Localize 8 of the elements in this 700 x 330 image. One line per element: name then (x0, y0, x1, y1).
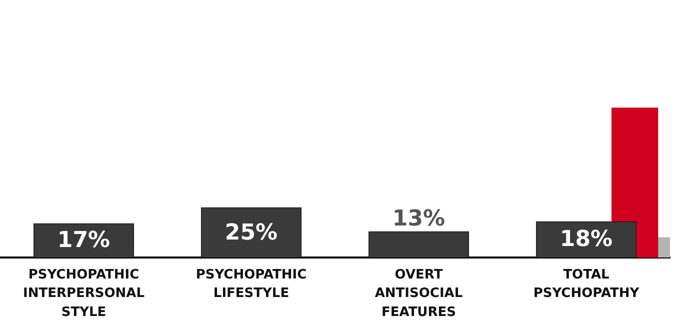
x-tick-label: PSYCHOPATHIC LIFESTYLE (196, 267, 307, 302)
x-tick-label: OVERT ANTISOCIAL FEATURES (374, 267, 463, 320)
x-tick-label: PSYCHOPATHIC INTERPERSONAL STYLE (22, 267, 145, 320)
data-label: 17% (57, 228, 110, 254)
x-tick-label: TOTAL PSYCHOPATHY (533, 267, 640, 302)
data-label: 13% (392, 206, 446, 232)
data-label: 18% (560, 227, 613, 252)
data-label: 25% (224, 220, 278, 246)
